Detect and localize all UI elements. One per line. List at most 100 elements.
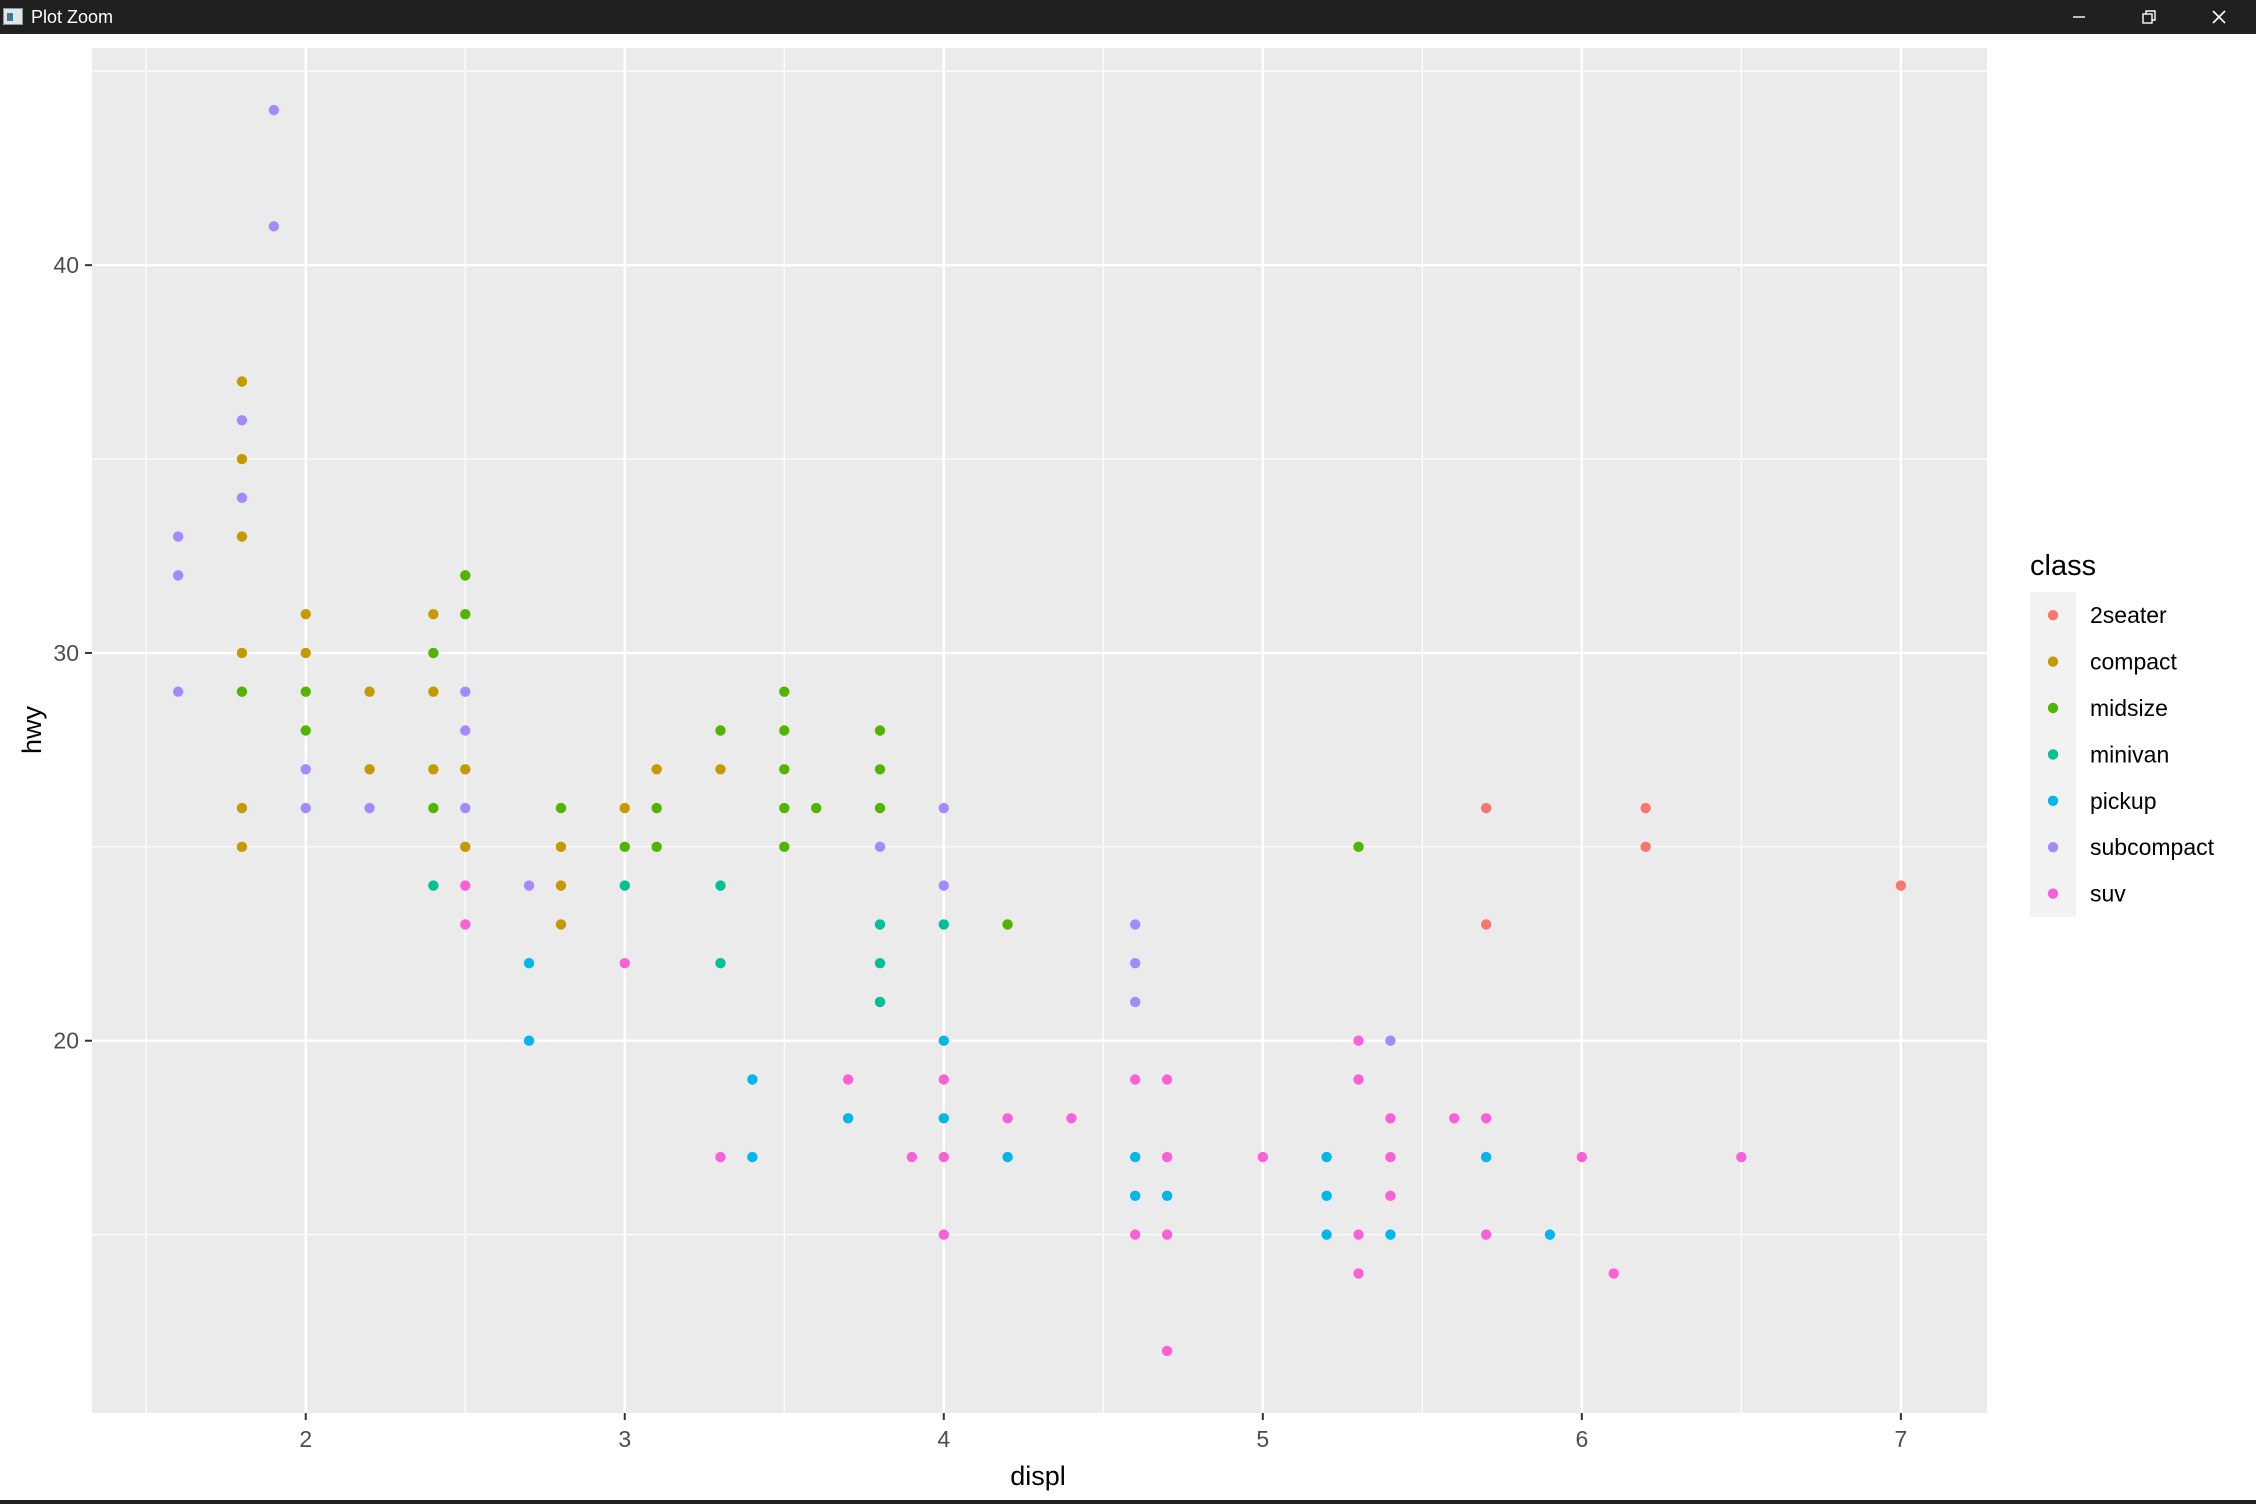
data-point-suv bbox=[1576, 1151, 1588, 1163]
y-axis-label: hwy bbox=[17, 705, 47, 754]
data-point-midsize bbox=[300, 686, 311, 697]
data-point-compact bbox=[364, 764, 375, 775]
data-point-compact bbox=[428, 686, 439, 697]
data-point-compact bbox=[428, 608, 439, 620]
data-point-compact bbox=[428, 764, 439, 775]
data-point-subcompact bbox=[172, 570, 184, 581]
data-point-pickup bbox=[1002, 1151, 1013, 1163]
data-point-suv bbox=[938, 1074, 949, 1085]
data-point-2seater bbox=[1640, 841, 1651, 853]
data-point-midsize bbox=[428, 802, 439, 814]
data-point-midsize bbox=[874, 725, 886, 736]
data-point-compact bbox=[364, 686, 375, 697]
data-point-pickup bbox=[1161, 1190, 1173, 1202]
data-point-pickup bbox=[523, 1035, 535, 1046]
data-point-2seater bbox=[1480, 802, 1492, 814]
x-tick-label: 5 bbox=[1256, 1426, 1269, 1452]
data-point-suv bbox=[1130, 1229, 1141, 1240]
data-point-compact bbox=[236, 453, 248, 465]
legend-label-minivan: minivan bbox=[2090, 741, 2169, 767]
data-point-suv bbox=[1161, 1151, 1173, 1163]
data-point-subcompact bbox=[364, 802, 375, 814]
data-point-pickup bbox=[938, 1113, 949, 1124]
y-axis: 20 30 40 bbox=[53, 252, 92, 1054]
data-point-midsize bbox=[236, 686, 248, 697]
data-point-subcompact bbox=[236, 415, 248, 426]
legend-label-midsize: midsize bbox=[2090, 695, 2168, 721]
data-point-2seater bbox=[1640, 802, 1651, 814]
data-point-subcompact bbox=[268, 104, 280, 116]
data-point-compact bbox=[236, 376, 248, 387]
data-points bbox=[172, 104, 1907, 1357]
data-point-midsize bbox=[651, 841, 662, 853]
x-tick-label: 7 bbox=[1894, 1426, 1907, 1452]
legend-label-suv: suv bbox=[2090, 881, 2126, 907]
data-point-subcompact bbox=[300, 764, 311, 775]
data-point-compact bbox=[460, 841, 471, 853]
x-tick-label: 2 bbox=[299, 1426, 312, 1452]
x-tick-label: 3 bbox=[618, 1426, 631, 1452]
data-point-suv bbox=[715, 1151, 726, 1163]
data-point-pickup bbox=[1321, 1229, 1332, 1240]
data-point-pickup bbox=[1385, 1229, 1396, 1240]
data-point-midsize bbox=[779, 802, 790, 814]
data-point-suv bbox=[1002, 1113, 1013, 1124]
data-point-midsize bbox=[874, 802, 886, 814]
data-point-pickup bbox=[938, 1035, 949, 1046]
data-point-midsize bbox=[460, 608, 471, 620]
y-tick-label: 40 bbox=[53, 252, 79, 278]
data-point-compact bbox=[300, 647, 311, 659]
data-point-subcompact bbox=[1385, 1035, 1396, 1046]
data-point-midsize bbox=[779, 686, 790, 697]
app-window-icon bbox=[3, 8, 23, 25]
legend-key-suv bbox=[2047, 888, 2059, 899]
data-point-compact bbox=[236, 841, 248, 853]
data-point-minivan bbox=[619, 880, 630, 891]
data-point-suv bbox=[1449, 1113, 1460, 1124]
data-point-midsize bbox=[460, 570, 471, 581]
data-point-suv bbox=[1385, 1190, 1396, 1202]
data-point-suv bbox=[938, 1229, 949, 1240]
data-point-compact bbox=[300, 608, 311, 620]
data-point-midsize bbox=[555, 802, 567, 814]
data-point-suv bbox=[1480, 1113, 1492, 1124]
data-point-minivan bbox=[715, 957, 726, 969]
data-point-subcompact bbox=[172, 686, 184, 697]
minimize-icon[interactable] bbox=[2044, 0, 2114, 34]
legend-title: class bbox=[2030, 550, 2096, 582]
legend-label-subcompact: subcompact bbox=[2090, 834, 2215, 860]
data-point-suv bbox=[1161, 1345, 1173, 1357]
data-point-minivan bbox=[428, 880, 439, 891]
data-point-suv bbox=[619, 957, 630, 969]
data-point-midsize bbox=[779, 725, 790, 736]
legend-label-pickup: pickup bbox=[2090, 788, 2156, 814]
data-point-compact bbox=[555, 841, 567, 853]
data-point-compact bbox=[651, 764, 662, 775]
data-point-suv bbox=[1353, 1268, 1364, 1279]
data-point-minivan bbox=[874, 996, 886, 1008]
data-point-suv bbox=[906, 1151, 918, 1163]
data-point-suv bbox=[1385, 1151, 1396, 1163]
legend-key-2seater bbox=[2047, 610, 2059, 621]
data-point-pickup bbox=[1480, 1151, 1492, 1163]
data-point-midsize bbox=[779, 841, 790, 853]
data-point-minivan bbox=[874, 919, 886, 930]
restore-icon[interactable] bbox=[2114, 0, 2184, 34]
data-point-midsize bbox=[1002, 919, 1013, 930]
data-point-suv bbox=[1480, 1229, 1492, 1240]
data-point-suv bbox=[1257, 1151, 1269, 1163]
legend-key-subcompact bbox=[2047, 842, 2059, 853]
data-point-midsize bbox=[874, 764, 886, 775]
data-point-subcompact bbox=[172, 531, 184, 542]
data-point-suv bbox=[460, 880, 471, 891]
data-point-compact bbox=[555, 880, 567, 891]
data-point-pickup bbox=[747, 1151, 758, 1163]
data-point-pickup bbox=[1130, 1190, 1141, 1202]
close-icon[interactable] bbox=[2184, 0, 2254, 34]
plot-area: 2 3 4 5 6 7 20 30 40 displ hwy class 2seater com… bbox=[0, 34, 2256, 1500]
data-point-suv bbox=[1353, 1035, 1364, 1046]
x-axis-label: displ bbox=[1010, 1461, 1066, 1491]
data-point-suv bbox=[842, 1074, 854, 1085]
data-point-subcompact bbox=[236, 492, 248, 504]
data-point-compact bbox=[460, 764, 471, 775]
